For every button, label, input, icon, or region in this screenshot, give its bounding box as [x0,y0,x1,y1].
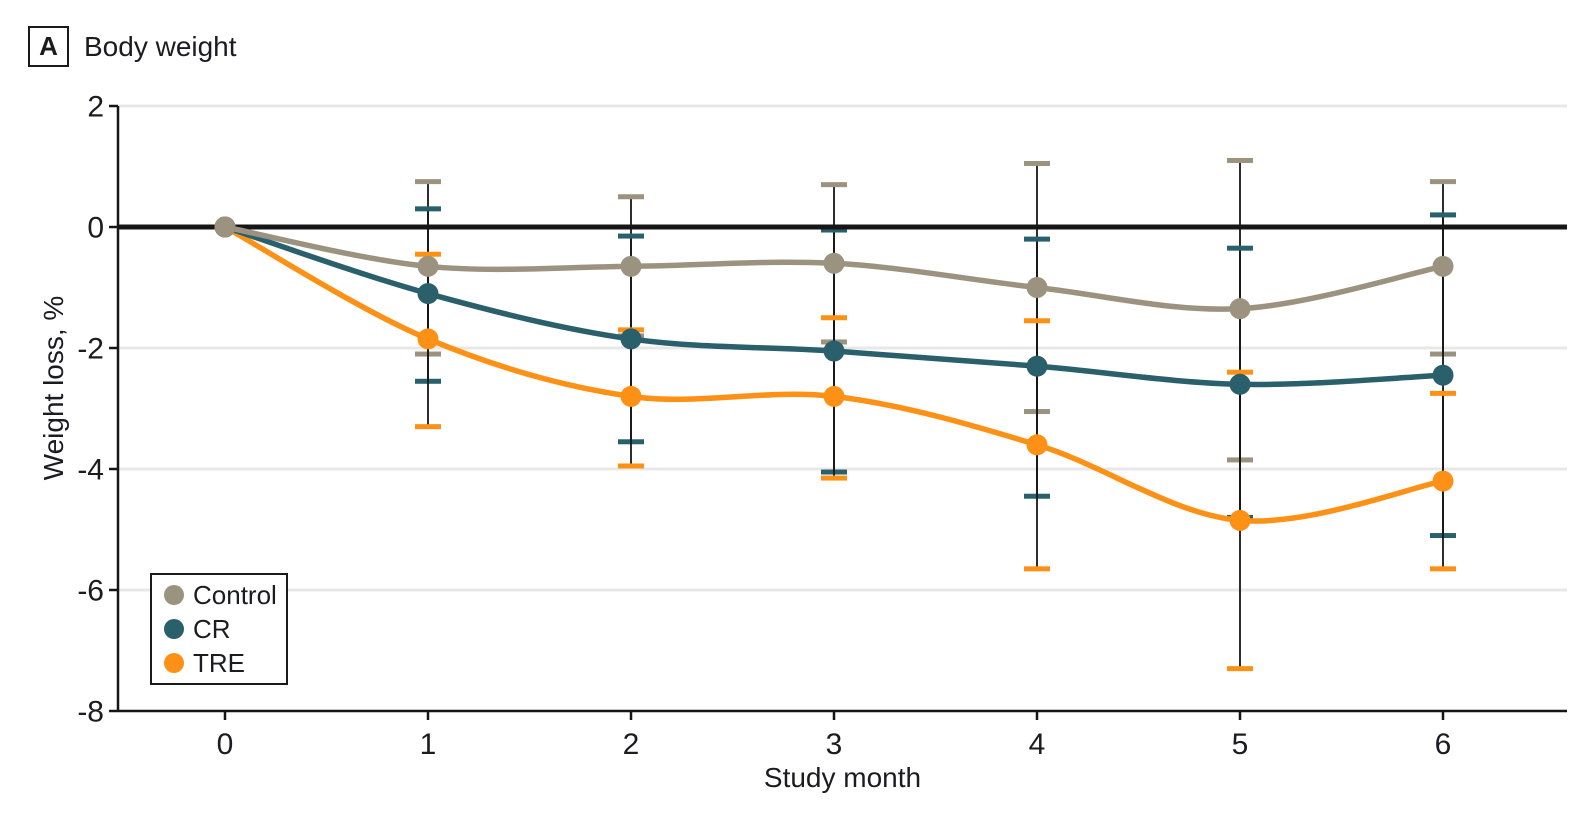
data-point-tre-month-5 [1229,509,1251,531]
y-tick-label-2: 2 [87,91,104,124]
error-cap-lower-tre-month-4 [1024,566,1050,572]
data-point-cr-month-4 [1026,355,1048,377]
legend-swatch-cr [164,619,184,639]
error-cap-lower-tre-month-5 [1227,666,1253,672]
data-point-control-month-2 [620,255,642,277]
y-tick-label-0: 0 [87,212,104,245]
legend-item-cr: CR [164,616,286,642]
y-tick-label--8: -8 [77,696,104,729]
panel-letter-badge: A [28,26,69,67]
data-point-cr-month-2 [620,328,642,350]
error-cap-lower-tre-month-6 [1430,566,1456,572]
data-point-control-month-3 [823,252,845,274]
data-point-tre-month-1 [417,328,439,350]
error-cap-upper-cr-month-4 [1024,236,1050,242]
error-cap-upper-control-month-5 [1227,157,1253,163]
error-cap-upper-control-month-2 [618,194,644,200]
data-point-control-month-6 [1432,255,1454,277]
error-cap-upper-tre-month-1 [415,251,441,257]
data-point-control-month-0 [214,216,236,238]
legend-item-control: Control [164,582,286,608]
legend-swatch-control [164,585,184,605]
x-tick-label-2: 2 [623,728,640,761]
legend-label-cr: CR [193,614,231,644]
y-tick-label--2: -2 [77,333,104,366]
error-cap-upper-cr-month-3 [821,227,847,233]
error-cap-upper-cr-month-6 [1430,212,1456,218]
error-cap-upper-tre-month-5 [1227,369,1253,375]
legend-label-control: Control [193,580,277,610]
error-cap-lower-tre-month-1 [415,424,441,430]
x-tick-label-5: 5 [1232,728,1249,761]
error-cap-upper-control-month-4 [1024,160,1050,166]
error-cap-upper-cr-month-1 [415,206,441,212]
data-point-control-month-5 [1229,298,1251,320]
error-cap-lower-tre-month-3 [821,475,847,481]
legend-box: Control CR TRE [150,573,288,685]
x-tick-label-0: 0 [217,728,234,761]
error-cap-upper-tre-month-6 [1430,390,1456,396]
x-tick-label-1: 1 [420,728,437,761]
data-point-cr-month-1 [417,283,439,305]
error-cap-upper-cr-month-5 [1227,245,1253,251]
data-point-cr-month-3 [823,340,845,362]
x-axis-label: Study month [763,762,922,793]
error-cap-upper-control-month-1 [415,179,441,185]
x-tick-label-3: 3 [826,728,843,761]
chart-title: Body weight [84,31,237,62]
legend-label-tre: TRE [193,648,245,678]
y-tick-label--6: -6 [77,575,104,608]
data-point-tre-month-6 [1432,470,1454,492]
data-point-tre-month-4 [1026,434,1048,456]
data-point-tre-month-3 [823,385,845,407]
data-point-cr-month-6 [1432,364,1454,386]
error-cap-upper-cr-month-2 [618,233,644,239]
x-tick-label-6: 6 [1435,728,1452,761]
error-cap-upper-control-month-3 [821,182,847,188]
y-axis-label: Weight loss, % [38,295,69,481]
data-point-cr-month-5 [1229,373,1251,395]
error-cap-upper-tre-month-3 [821,315,847,321]
error-cap-lower-tre-month-2 [618,463,644,469]
y-tick-label--4: -4 [77,454,104,487]
x-tick-label-4: 4 [1029,728,1046,761]
data-point-control-month-4 [1026,277,1048,298]
error-cap-upper-tre-month-4 [1024,318,1050,324]
data-point-control-month-1 [417,255,439,277]
data-point-tre-month-2 [620,385,642,407]
legend-item-tre: TRE [164,650,286,676]
error-cap-upper-control-month-6 [1430,179,1456,185]
legend-swatch-tre [164,653,184,673]
